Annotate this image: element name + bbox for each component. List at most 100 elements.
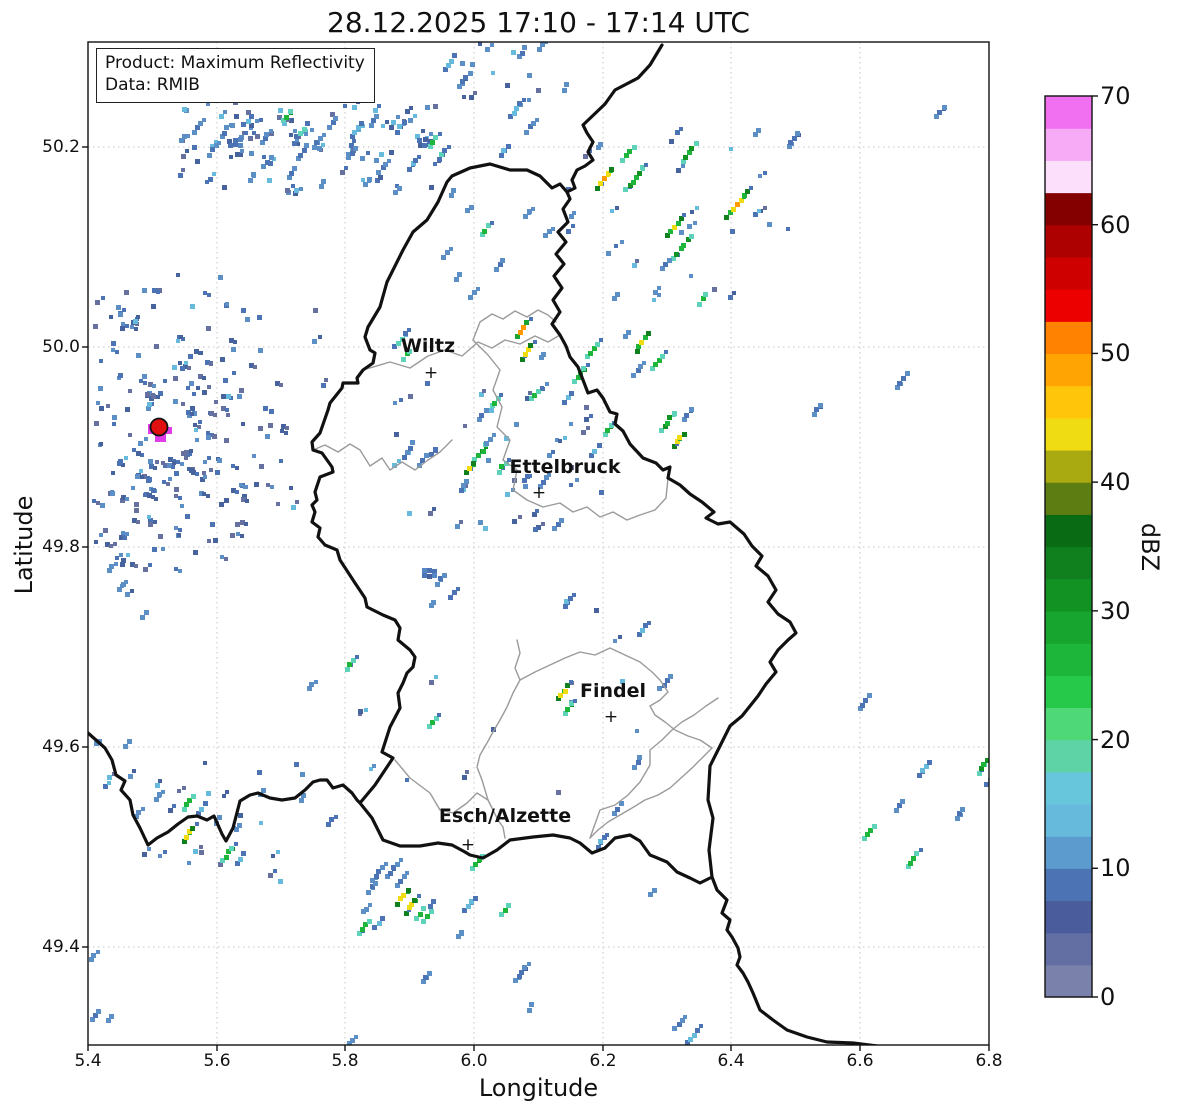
radar-echo-cell (515, 334, 520, 339)
radar-echo-cell (357, 931, 362, 936)
radar-echo-cell (148, 522, 153, 527)
radar-echo-cell (143, 381, 147, 385)
radar-echo-cell (299, 798, 304, 803)
radar-echo-cell (687, 150, 692, 155)
radar-echo-cell (657, 358, 662, 363)
radar-echo-cell (248, 136, 253, 141)
radar-echo-cell (960, 807, 965, 812)
radar-echo-cell (631, 373, 636, 378)
radar-echo-cell (186, 410, 191, 415)
radar-echo-cell (396, 115, 400, 119)
radar-echo-cell (643, 623, 648, 628)
radar-echo-cell (430, 140, 435, 145)
radar-echo-cell (569, 214, 574, 219)
radar-echo-cell (222, 794, 226, 798)
radar-echo-cell (143, 567, 148, 572)
radar-echo-cell (241, 308, 246, 313)
radar-echo-cell (364, 907, 369, 912)
radar-echo-cell (668, 674, 673, 679)
radar-echo-cell (195, 159, 200, 164)
radar-echo-cell (423, 975, 428, 980)
radar-echo-cell (482, 229, 487, 234)
radar-echo-cell (584, 405, 589, 410)
radar-echo-cell (231, 464, 235, 468)
district-border (519, 647, 713, 839)
radar-echo-cell (472, 457, 477, 462)
radar-echo-cell (409, 106, 413, 110)
radar-echo-cell (241, 851, 246, 856)
radar-echo-cell (220, 357, 225, 362)
radar-echo-cell (427, 971, 432, 976)
radar-echo-cell (93, 1013, 98, 1018)
radar-echo-cell (422, 568, 427, 573)
radar-echo-cell (572, 379, 577, 384)
radar-echo-cell (205, 180, 209, 184)
radar-echo-cell (273, 869, 277, 873)
radar-echo-cell (677, 1022, 682, 1027)
district-border (394, 759, 489, 814)
radar-echo-cell (199, 845, 203, 849)
radar-echo-cell (541, 480, 546, 485)
radar-echo-cell (116, 305, 121, 310)
radar-echo-cell (190, 304, 195, 309)
radar-echo-cell (125, 497, 129, 501)
radar-echo-cell (753, 212, 758, 217)
radar-echo-cell (992, 773, 997, 778)
radar-echo-cell (99, 442, 103, 446)
radar-echo-cell (268, 161, 273, 166)
radar-echo-cell (527, 73, 532, 78)
radar-echo-cell (547, 229, 552, 234)
radar-echo-cell (679, 127, 683, 131)
radar-echo-cell (681, 243, 686, 248)
radar-echo-cell (198, 420, 202, 424)
radar-echo-cell (377, 104, 381, 108)
radar-echo-cell (505, 83, 510, 88)
radar-echo-cell (349, 143, 354, 148)
radar-echo-cell (536, 389, 541, 394)
radar-echo-cell (594, 608, 599, 613)
radar-echo-cell (278, 879, 283, 884)
radar-echo-cell (405, 450, 410, 455)
radar-echo-cell (522, 478, 527, 483)
radar-echo-cell (900, 799, 905, 804)
radar-echo-cell (595, 342, 600, 347)
radar-echo-cell (906, 864, 911, 869)
radar-echo-cell (480, 232, 485, 237)
border-france-germany (710, 875, 879, 1045)
radar-echo-cell (537, 47, 542, 52)
radar-echo-cell (350, 134, 355, 139)
radar-echo-cell (385, 120, 389, 124)
radar-echo-cell (544, 42, 548, 44)
radar-echo-cell (298, 131, 303, 136)
radar-echo-cell (210, 144, 215, 149)
radar-echo-cell (468, 71, 473, 76)
radar-echo-cell (99, 406, 104, 411)
radar-echo-cell (439, 152, 444, 157)
radar-echo-cell (269, 131, 274, 136)
radar-echo-cell (224, 498, 229, 503)
radar-echo-cell (767, 222, 772, 227)
radar-echo-cell (635, 259, 639, 263)
radar-echo-cell (215, 470, 220, 475)
map-layers (88, 42, 997, 1045)
radar-echo-cell (430, 720, 435, 725)
radar-echo-cell (911, 856, 916, 861)
radar-echo-cell (148, 382, 153, 387)
radar-echo-cell (165, 427, 172, 434)
radar-echo-cell (788, 140, 793, 145)
radar-echo-cell (106, 404, 110, 408)
radar-echo-cell (418, 143, 423, 148)
radar-echo-cell (397, 124, 402, 129)
radar-echo-cell (200, 477, 205, 482)
radar-echo-cell (564, 82, 569, 87)
radar-echo-cell (588, 351, 593, 356)
radar-echo-cell (155, 431, 166, 442)
y-tick-label: 50.2 (42, 137, 80, 157)
radar-echo-cell (258, 348, 263, 353)
radar-echo-cell (569, 465, 574, 470)
radar-echo-cell (301, 793, 306, 798)
radar-echo-cell (264, 132, 269, 137)
radar-echo-cell (174, 487, 179, 492)
radar-echo-cell (522, 965, 527, 970)
radar-echo-cell (202, 471, 206, 475)
